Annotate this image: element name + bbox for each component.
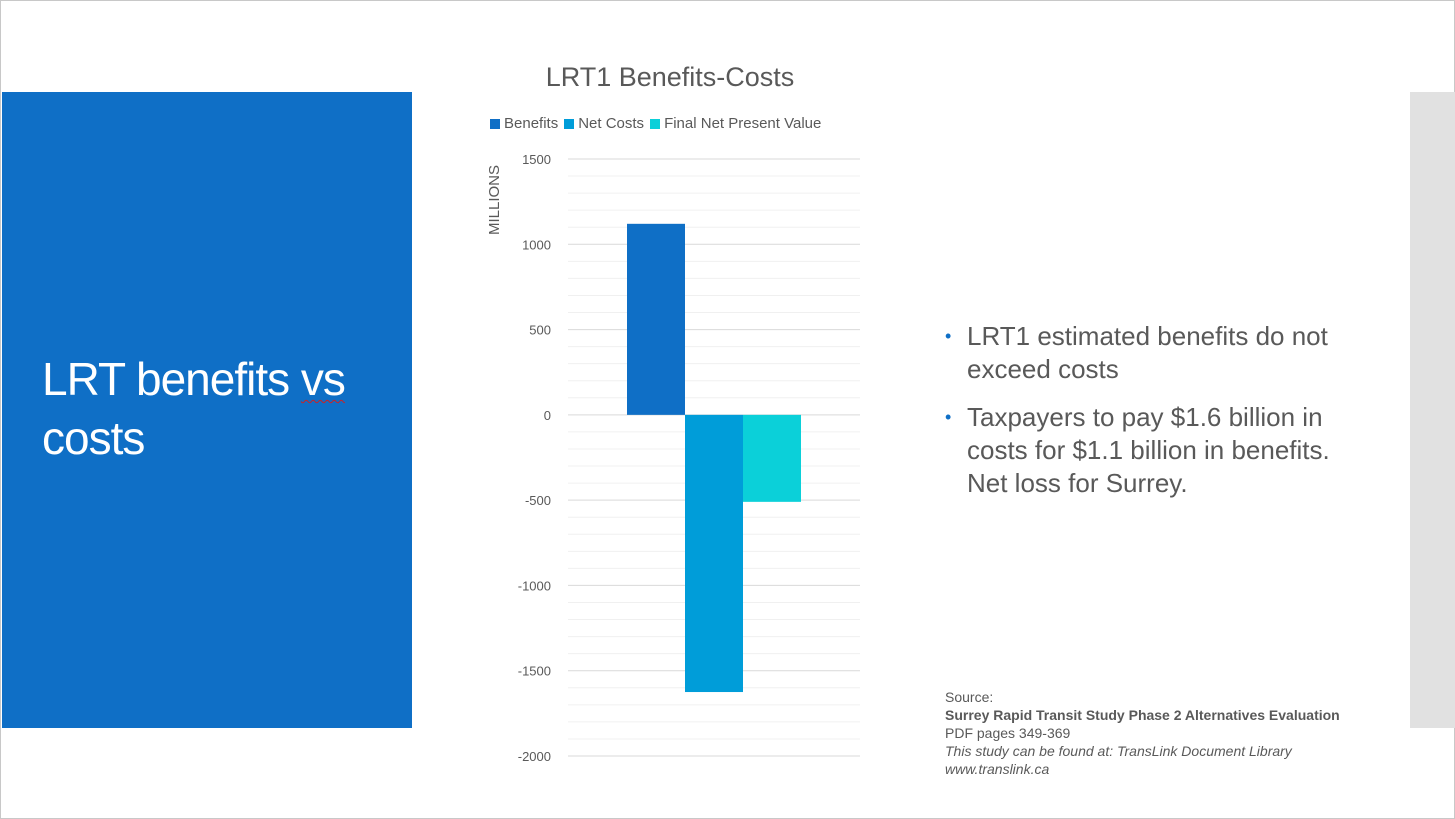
legend-label: Net Costs xyxy=(578,115,645,132)
y-tick-label: 0 xyxy=(544,408,551,423)
legend-item-net-costs: Net Costs xyxy=(564,115,644,132)
bar-chart: 1500 1000 500 0 -500 -1000 -1500 -2000 MILLIONS xyxy=(486,152,860,764)
bar-net-costs xyxy=(685,414,743,693)
bullet-text: Taxpayers to pay $1.6 billion in costs f… xyxy=(967,402,1330,498)
bullet-item: • LRT1 estimated benefits do not exceed … xyxy=(945,320,1345,386)
legend-label: Final Net Present Value xyxy=(664,115,822,132)
y-tick-label: -1500 xyxy=(518,664,551,679)
slide-title-text: LRT benefits xyxy=(42,353,301,405)
title-panel xyxy=(2,92,412,728)
legend-label: Benefits xyxy=(504,115,559,132)
bars xyxy=(627,223,801,693)
y-tick-label: -500 xyxy=(525,493,551,508)
legend-swatch-final-npv xyxy=(650,118,661,129)
source-study-title: Surrey Rapid Transit Study Phase 2 Alter… xyxy=(945,707,1340,723)
bar-benefits xyxy=(627,223,685,415)
bullet-icon: • xyxy=(945,326,952,346)
spellcheck-word: vs xyxy=(300,353,346,405)
legend-item-benefits: Benefits xyxy=(490,115,558,132)
y-tick-labels: 1500 1000 500 0 -500 -1000 -1500 -2000 xyxy=(518,152,551,764)
bullet-icon: • xyxy=(945,407,952,427)
y-tick-label: 500 xyxy=(529,323,551,338)
legend-item-final-npv: Final Net Present Value xyxy=(650,115,821,132)
source-url[interactable]: www.translink.ca xyxy=(945,761,1050,777)
bar-final-net-present-value xyxy=(743,414,801,502)
bullet-text: LRT1 estimated benefits do not exceed co… xyxy=(967,321,1328,384)
source-label: Source: xyxy=(945,689,994,705)
legend-swatch-benefits xyxy=(490,118,500,129)
y-tick-label: 1500 xyxy=(522,152,551,167)
slide-title-text-line2: costs xyxy=(42,412,145,464)
y-tick-label: -1000 xyxy=(518,578,551,593)
bullet-list: • LRT1 estimated benefits do not exceed … xyxy=(945,320,1345,515)
source-pages: PDF pages 349-369 xyxy=(945,725,1071,741)
slide-title: LRT benefits vs costs xyxy=(42,350,402,468)
y-axis-label: MILLIONS xyxy=(486,165,503,235)
right-decor-panel xyxy=(1410,92,1455,728)
bullet-item: • Taxpayers to pay $1.6 billion in costs… xyxy=(945,401,1345,500)
source-location: This study can be found at: TransLink Do… xyxy=(945,743,1292,759)
y-tick-label: -2000 xyxy=(518,749,551,764)
y-tick-label: 1000 xyxy=(522,237,551,252)
chart-legend: Benefits Net Costs Final Net Present Val… xyxy=(490,115,821,132)
chart-title: LRT1 Benefits-Costs xyxy=(545,62,795,92)
source-citation: Source: Surrey Rapid Transit Study Phase… xyxy=(945,688,1340,778)
legend-swatch-net-costs xyxy=(564,118,575,129)
